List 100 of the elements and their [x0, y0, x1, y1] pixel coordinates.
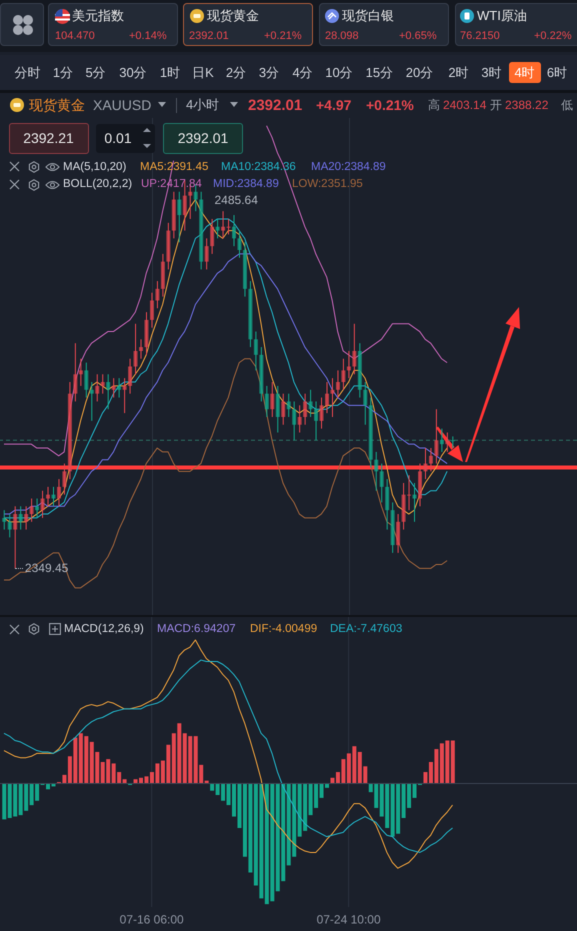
text: 76.2150 — [460, 28, 500, 44]
annotation: MID:2384.89 — [213, 177, 279, 192]
candlestick — [346, 350, 351, 379]
text: 日K — [192, 65, 214, 82]
candlestick — [363, 382, 368, 426]
candlestick — [270, 382, 274, 418]
text: 2392.01 — [178, 129, 228, 148]
text: 20分 — [406, 65, 434, 82]
candlestick — [445, 432, 450, 452]
candlestick — [90, 382, 94, 422]
text: 开 — [490, 98, 502, 114]
text: 4小时 — [186, 97, 220, 114]
text: 2时 — [448, 65, 469, 82]
candlestick — [412, 482, 417, 522]
text: 30分 — [119, 65, 147, 82]
text: 4分 — [292, 65, 313, 82]
text: 2392.01 — [248, 96, 302, 116]
annotation: BOLL(20,2,2) — [63, 177, 132, 192]
candlestick — [450, 436, 455, 449]
candlestick — [35, 498, 40, 518]
candlestick — [24, 506, 28, 530]
text: +0.22% — [534, 28, 572, 44]
text: 5分 — [85, 65, 106, 82]
annotation: 2485.64 — [214, 193, 258, 209]
candlestick — [46, 486, 50, 507]
text: +0.65% — [399, 28, 437, 44]
candlestick — [330, 378, 334, 418]
text: 1时 — [160, 65, 180, 82]
candlestick — [314, 400, 318, 441]
candlestick — [56, 478, 61, 507]
text: LOW:2351.95 — [292, 177, 363, 192]
candlestick — [204, 238, 209, 270]
text: 3时 — [481, 65, 502, 82]
text: 1分 — [52, 65, 74, 82]
candlestick — [122, 378, 127, 414]
candlestick — [40, 490, 45, 518]
candlestick — [117, 378, 122, 398]
text: 现货黄金 — [207, 8, 259, 24]
candlestick — [78, 358, 83, 386]
candlestick — [292, 400, 296, 441]
text: DIF:-4.00499 — [250, 622, 318, 636]
candlestick — [237, 230, 242, 258]
candlestick — [95, 374, 100, 402]
candlestick — [216, 218, 220, 239]
candlestick — [380, 463, 384, 503]
text: WTI原油 — [477, 8, 527, 24]
candlestick — [286, 393, 291, 418]
text: DEA:-7.47603 — [330, 622, 402, 636]
text: +4.97 — [316, 96, 352, 115]
text: MACD:6.94207 — [157, 622, 236, 636]
candlestick — [210, 218, 214, 254]
text: 现货白银 — [342, 8, 394, 24]
text: 2388.22 — [505, 98, 548, 114]
text: +0.21% — [264, 28, 302, 44]
candlestick — [254, 331, 258, 371]
candlestick — [264, 385, 269, 418]
candlestick — [177, 191, 182, 243]
candlestick — [30, 498, 34, 522]
candlestick — [150, 292, 154, 328]
candlestick — [232, 214, 236, 247]
candlestick — [434, 408, 438, 464]
candlestick — [320, 397, 324, 430]
candlestick — [423, 448, 428, 480]
candlestick — [336, 370, 340, 398]
text: 4时 — [514, 65, 535, 82]
candlestick — [18, 506, 23, 530]
text: 分时 — [14, 65, 41, 82]
candlestick — [155, 280, 160, 309]
candlestick — [62, 463, 66, 496]
candlestick — [308, 389, 313, 418]
candlestick — [51, 486, 56, 507]
candlestick — [106, 374, 110, 410]
candlestick — [2, 510, 6, 530]
text: 2392.01 — [189, 28, 229, 44]
text: MACD(12,26,9) — [64, 622, 144, 636]
text: 2403.14 — [443, 98, 486, 114]
text: MA20:2384.89 — [311, 160, 386, 174]
text: 104.470 — [55, 28, 95, 44]
candlestick — [428, 448, 433, 472]
candlestick — [100, 374, 105, 394]
x-tick-label: 07-16 06:00 — [120, 912, 184, 927]
x-tick-label: 07-24 10:00 — [316, 912, 381, 927]
text: 高 — [428, 98, 440, 114]
chart-subtitle: XAUUSD — [93, 96, 152, 115]
candlestick — [374, 451, 378, 492]
candlestick — [73, 342, 78, 402]
text: 6时 — [546, 65, 568, 82]
candlestick — [112, 378, 116, 398]
text: 3分 — [258, 65, 280, 82]
candlestick — [134, 323, 138, 375]
candlestick — [298, 404, 302, 434]
chart-title: 现货黄金 — [29, 96, 85, 115]
candlestick — [13, 506, 18, 569]
candlestick — [396, 514, 400, 554]
text: 2392.21 — [23, 129, 74, 148]
text: MA(5,10,20) — [63, 160, 126, 174]
candlestick — [139, 338, 144, 360]
candlestick — [128, 358, 132, 394]
candlestick — [281, 393, 286, 426]
text: +0.14% — [129, 28, 167, 44]
